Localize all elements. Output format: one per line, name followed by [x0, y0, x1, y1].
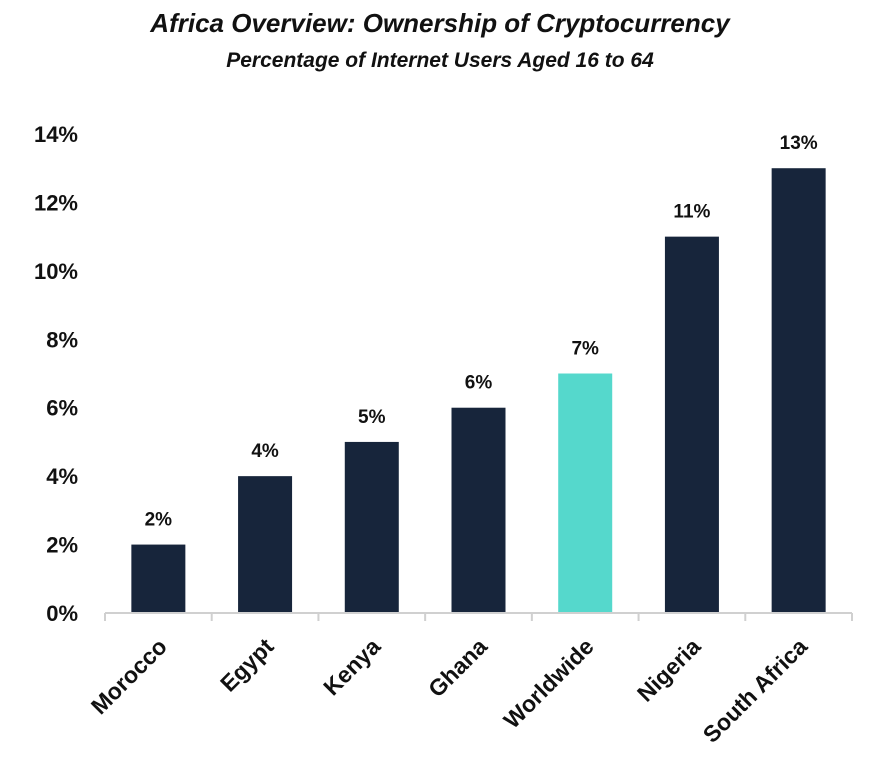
y-tick-label: 10% — [34, 259, 78, 284]
x-axis: Morocco Egypt Kenya Ghana Worldwide NigeriaSo… — [86, 612, 853, 748]
data-labels: 2% 4% 5% 6% 7% 11% 13% — [145, 133, 818, 530]
data-label: 13% — [780, 133, 818, 154]
chart-subtitle: Percentage of Internet Users Aged 16 to … — [226, 49, 654, 72]
data-label: 4% — [251, 441, 279, 462]
bar-ghana — [451, 407, 506, 613]
x-category-label: South Africa — [698, 633, 813, 748]
y-tick-label: 8% — [46, 327, 78, 352]
y-tick-label: 4% — [46, 464, 78, 489]
bar-south-africa — [771, 168, 826, 613]
x-category-label: Ghana — [423, 633, 492, 702]
y-tick-label: 0% — [46, 601, 78, 626]
data-label: 2% — [145, 510, 173, 531]
bar-worldwide — [558, 373, 613, 613]
y-tick-label: 12% — [34, 190, 78, 215]
x-category-label: Worldwide — [498, 633, 598, 733]
y-tick-label: 14% — [34, 122, 78, 147]
bar-kenya — [344, 441, 399, 613]
data-label: 6% — [465, 373, 493, 394]
y-axis: 0% 2% 4% 6% 8% 10% 12% 14% — [34, 122, 78, 626]
x-category-label: Egypt — [215, 633, 279, 697]
data-label: 5% — [358, 407, 386, 428]
x-category-label: Morocco — [86, 633, 172, 719]
x-category-label: Kenya — [318, 633, 385, 700]
chart-title: Africa Overview: Ownership of Cryptocurr… — [149, 8, 731, 38]
bar-morocco — [131, 544, 186, 613]
x-category-label: Nigeria — [632, 633, 706, 707]
data-label: 11% — [673, 202, 710, 223]
data-label: 7% — [571, 339, 599, 360]
y-tick-label: 2% — [46, 533, 78, 558]
bars — [131, 168, 826, 613]
bar-nigeria — [664, 236, 719, 613]
bar-egypt — [238, 476, 293, 613]
y-tick-label: 6% — [46, 396, 78, 421]
